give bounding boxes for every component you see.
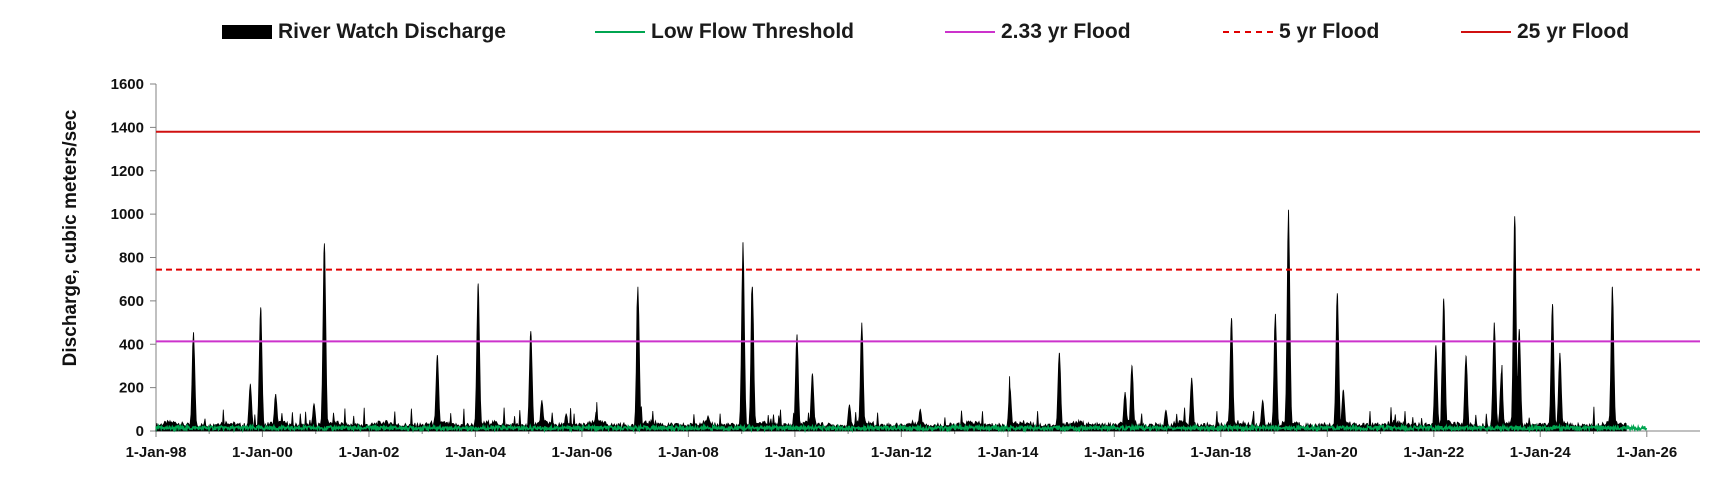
legend-label-2-33-yr: 2.33 yr Flood: [1001, 20, 1131, 43]
legend-item-low-flow-threshold: Low Flow Threshold: [595, 20, 854, 44]
y-tick-label: 200: [119, 380, 144, 397]
legend-label-discharge: River Watch Discharge: [278, 20, 506, 43]
legend-label-low-flow: Low Flow Threshold: [651, 20, 854, 43]
legend-swatch-5-yr: [1223, 31, 1273, 33]
x-tick-label: 1-Jan-12: [871, 444, 932, 461]
x-tick-label: 1-Jan-98: [126, 444, 187, 461]
legend-item-5-yr-flood: 5 yr Flood: [1223, 20, 1379, 44]
y-tick-label: 600: [119, 293, 144, 310]
legend-label-25-yr: 25 yr Flood: [1517, 20, 1630, 43]
legend: River Watch Discharge Low Flow Threshold…: [0, 0, 1726, 64]
y-tick-label: 1600: [111, 76, 144, 93]
legend-item-2-33-yr-flood: 2.33 yr Flood: [945, 20, 1131, 44]
x-tick-label: 1-Jan-26: [1616, 444, 1677, 461]
low-flow-threshold-line: [155, 422, 1648, 434]
x-tick-label: 1-Jan-00: [232, 444, 293, 461]
axes-group: 0 200 400 600 800 1000 1200 1400 1600 1-Jan-98 1-J…: [111, 76, 1700, 461]
x-tick-label: 1-Jan-14: [977, 444, 1039, 461]
y-tick-label: 400: [119, 336, 144, 353]
legend-swatch-discharge: [222, 25, 272, 39]
y-tick-label: 1200: [111, 163, 144, 180]
legend-item-25-yr-flood: 25 yr Flood: [1461, 20, 1629, 44]
x-tick-label: 1-Jan-08: [658, 444, 719, 461]
legend-swatch-25-yr: [1461, 31, 1511, 33]
y-tick-label: 1400: [111, 119, 144, 136]
x-tick-label: 1-Jan-16: [1084, 444, 1145, 461]
x-tick-label: 1-Jan-10: [764, 444, 825, 461]
x-tick-label: 1-Jan-04: [445, 444, 507, 461]
x-tick-label: 1-Jan-06: [552, 444, 613, 461]
x-tick-label: 1-Jan-20: [1297, 444, 1358, 461]
legend-label-5-yr: 5 yr Flood: [1279, 20, 1380, 43]
x-tick-label: 1-Jan-02: [339, 444, 400, 461]
y-tick-label: 800: [119, 250, 144, 267]
x-tick-label: 1-Jan-22: [1403, 444, 1464, 461]
x-tick-label: 1-Jan-24: [1510, 444, 1572, 461]
y-axis-label: Discharge, cubic meters/sec: [60, 109, 81, 366]
legend-item-river-watch-discharge: River Watch Discharge: [222, 20, 506, 44]
y-tick-label: 1000: [111, 206, 144, 223]
x-tick-label: 1-Jan-18: [1190, 444, 1251, 461]
series-group: [155, 130, 1700, 434]
y-tick-label: 0: [136, 423, 144, 440]
discharge-area: [155, 209, 1627, 432]
legend-swatch-2-33-yr: [945, 31, 995, 33]
legend-swatch-low-flow: [595, 31, 645, 33]
